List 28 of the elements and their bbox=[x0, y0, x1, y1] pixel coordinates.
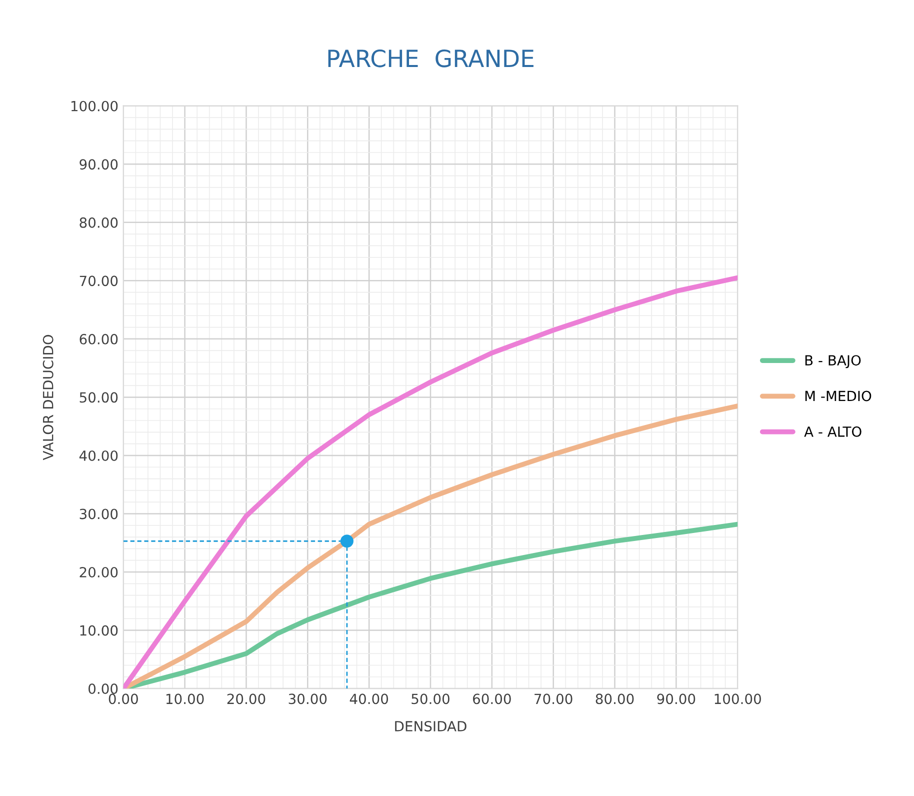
chart-title: PARCHE GRANDE bbox=[328, 49, 534, 68]
y-tick-label: 40.00 bbox=[79, 450, 118, 461]
y-tick-label: 20.00 bbox=[80, 566, 118, 578]
y-tick-label: 0.00 bbox=[88, 684, 118, 694]
legend-label: M -MEDIO bbox=[805, 390, 872, 402]
x-tick-label: 60.00 bbox=[473, 694, 511, 704]
y-tick-label: 50.00 bbox=[80, 392, 118, 403]
y-tick-label: 70.00 bbox=[80, 276, 118, 286]
x-tick-label: 100.00 bbox=[714, 694, 761, 704]
x-axis-title: DENSIDAD bbox=[395, 720, 466, 732]
x-tick-label: 90.00 bbox=[657, 694, 696, 704]
x-tick-label: 40.00 bbox=[350, 694, 388, 704]
y-tick-label: 10.00 bbox=[80, 625, 118, 636]
x-tick-label: 30.00 bbox=[288, 694, 327, 704]
x-tick-label: 20.00 bbox=[227, 694, 266, 704]
legend-label: B - BAJO bbox=[805, 355, 861, 368]
y-tick-label: 30.00 bbox=[80, 508, 118, 520]
x-tick-label: 70.00 bbox=[534, 694, 572, 704]
x-tick-label: 80.00 bbox=[596, 694, 634, 704]
y-axis-title: VALOR DEDUCIDO bbox=[42, 334, 54, 460]
y-tick-label: 60.00 bbox=[80, 334, 118, 344]
y-tick-label: 90.00 bbox=[80, 159, 118, 170]
y-tick-label: 100.00 bbox=[71, 100, 118, 112]
x-tick-label: 50.00 bbox=[412, 694, 450, 704]
y-tick-label: 80.00 bbox=[80, 217, 118, 228]
legend-label: A - ALTO bbox=[804, 426, 862, 437]
x-tick-label: 10.00 bbox=[166, 694, 204, 704]
x-tick-label: 0.00 bbox=[108, 694, 138, 704]
